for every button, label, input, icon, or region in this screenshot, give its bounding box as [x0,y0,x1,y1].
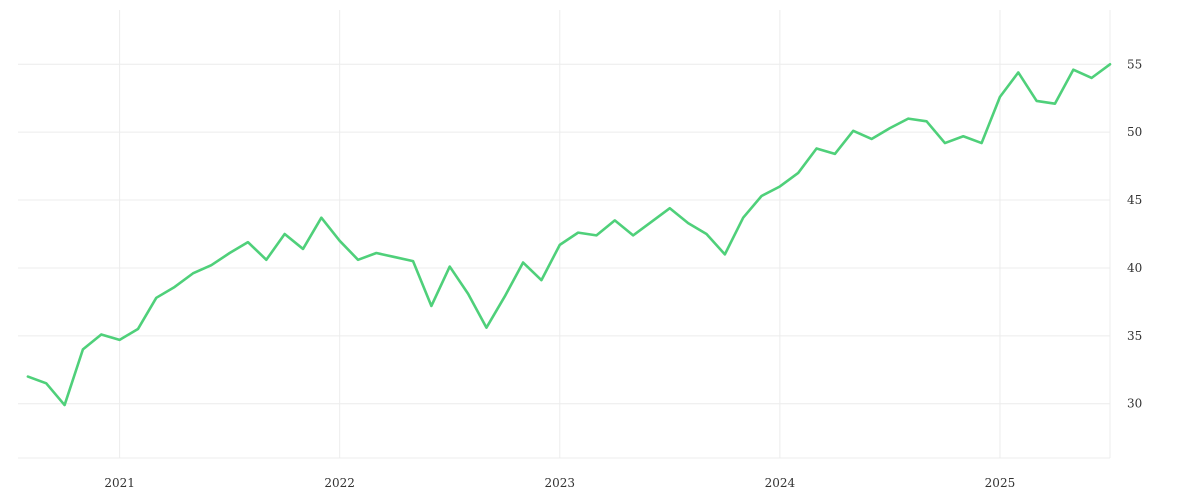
y-tick-label: 45 [1127,193,1142,207]
x-tick-label: 2023 [545,476,576,490]
y-tick-label: 40 [1127,261,1142,275]
x-tick-label: 2022 [324,476,355,490]
x-tick-label: 2021 [104,476,135,490]
y-tick-label: 55 [1127,57,1142,71]
grid-layer [18,10,1111,459]
y-tick-label: 35 [1127,329,1142,343]
series-layer [26,63,1112,407]
x-tick-label: 2025 [985,476,1016,490]
x-tick-label: 2024 [765,476,796,490]
y-tick-label: 30 [1127,397,1142,411]
axis-layer: 30 35 40 45 50 55 2021 2022 2023 2024 2025 [104,57,1142,490]
y-tick-label: 50 [1127,125,1142,139]
series-line [26,63,1112,407]
